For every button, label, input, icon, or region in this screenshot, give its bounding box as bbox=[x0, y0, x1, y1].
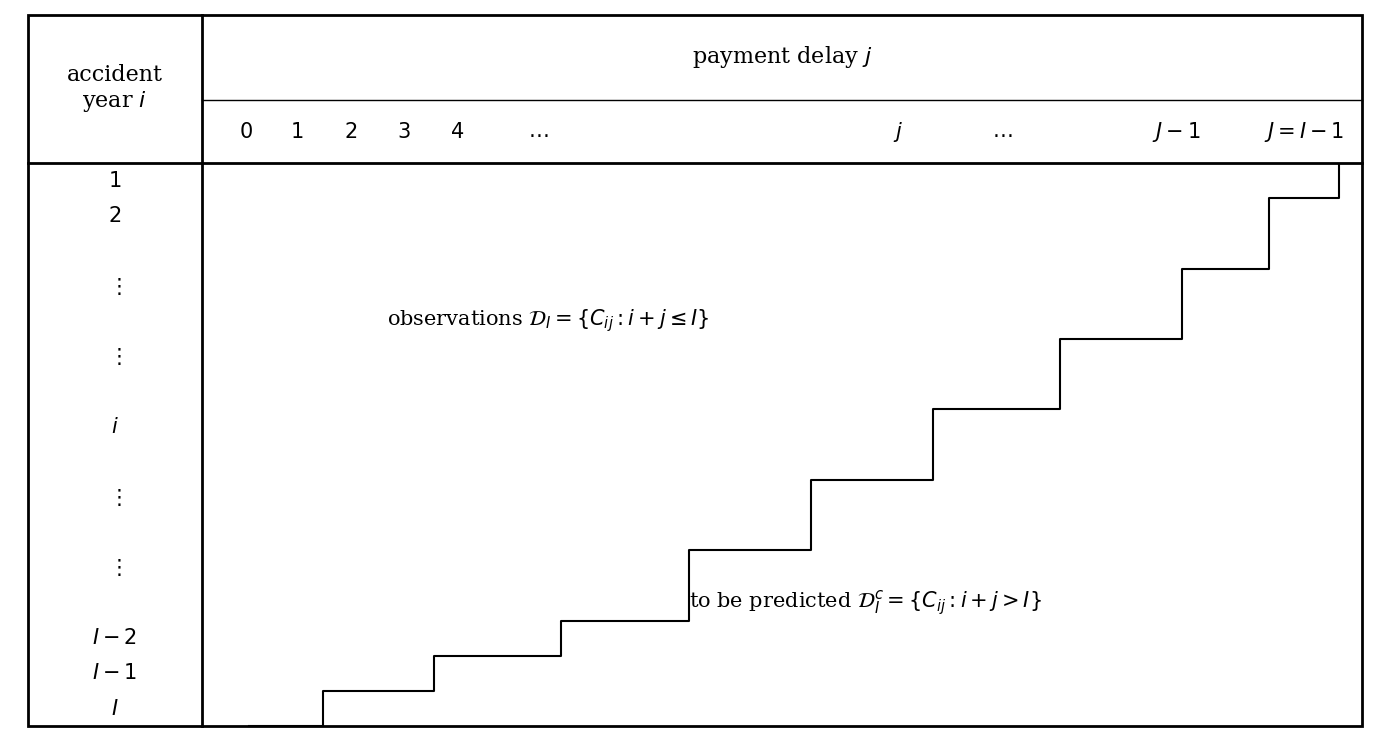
Text: $\vdots$: $\vdots$ bbox=[108, 346, 121, 367]
Text: $J=I-1$: $J=I-1$ bbox=[1264, 119, 1344, 144]
Text: payment delay $j$: payment delay $j$ bbox=[692, 44, 872, 70]
Text: $I-2$: $I-2$ bbox=[92, 628, 138, 648]
Text: $1$: $1$ bbox=[291, 122, 303, 142]
Text: $j$: $j$ bbox=[892, 119, 904, 144]
Text: observations $\mathcal{D}_I = \{C_{ij}: i+j \leq I\}$: observations $\mathcal{D}_I = \{C_{ij}: … bbox=[388, 308, 710, 334]
Text: $\vdots$: $\vdots$ bbox=[108, 487, 121, 508]
Text: $3$: $3$ bbox=[396, 122, 410, 142]
Text: $4$: $4$ bbox=[450, 122, 464, 142]
Text: $i$: $i$ bbox=[111, 417, 118, 437]
Text: $\ldots$: $\ldots$ bbox=[992, 122, 1013, 141]
Text: $I-1$: $I-1$ bbox=[92, 663, 138, 683]
Text: $\vdots$: $\vdots$ bbox=[108, 557, 121, 578]
Text: $\vdots$: $\vdots$ bbox=[108, 276, 121, 296]
Text: $0$: $0$ bbox=[239, 122, 253, 142]
Text: accident
year $i$: accident year $i$ bbox=[67, 64, 163, 114]
Text: to be predicted $\mathcal{D}_I^c = \{C_{ij}: i+j > I\}$: to be predicted $\mathcal{D}_I^c = \{C_{… bbox=[689, 588, 1041, 617]
Text: $J-1$: $J-1$ bbox=[1152, 119, 1201, 144]
Text: $1$: $1$ bbox=[108, 170, 121, 190]
Text: $2$: $2$ bbox=[343, 122, 357, 142]
Text: $I$: $I$ bbox=[111, 699, 118, 719]
Text: $\ldots$: $\ldots$ bbox=[528, 122, 549, 141]
Text: $2$: $2$ bbox=[108, 206, 121, 226]
